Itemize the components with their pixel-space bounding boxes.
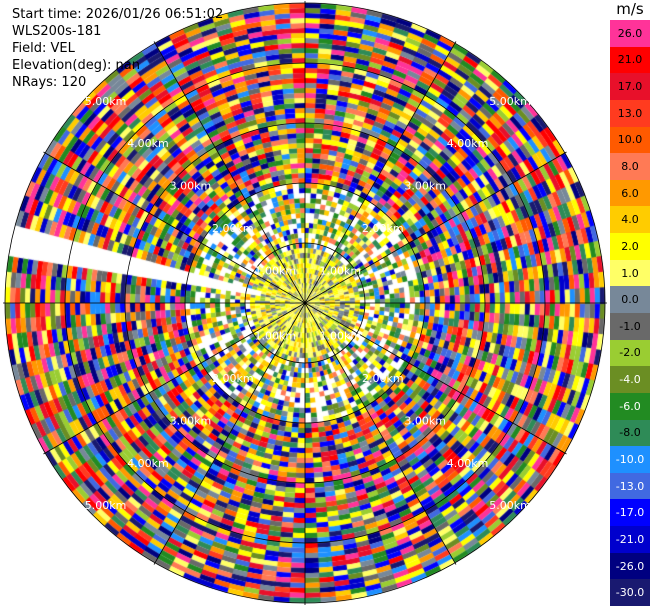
colorbar-step: 4.0 xyxy=(610,206,650,234)
colorbar-step: 2.0 xyxy=(610,233,650,260)
azimuth-line xyxy=(304,302,567,455)
colorbar-tick-label: 1.0 xyxy=(621,266,639,280)
colorbar-step: 21.0 xyxy=(610,46,650,74)
azimuth-line xyxy=(304,302,457,565)
colorbar-step: -4.0 xyxy=(610,366,650,393)
colorbar-tick-label: -1.0 xyxy=(619,319,641,333)
start-time-label: Start time: 2026/01/26 06:51:02 xyxy=(12,7,224,22)
range-ring-label: 4.00km xyxy=(447,137,489,150)
colorbar-step: -21.0 xyxy=(610,526,650,553)
elevation-label: Elevation(deg): nan xyxy=(12,58,140,73)
colorbar-step: -10.0 xyxy=(610,446,650,473)
colorbar-step: -6.0 xyxy=(610,392,650,420)
colorbar-tick-label: -2.0 xyxy=(619,346,641,360)
colorbar-tick-label: -26.0 xyxy=(615,559,645,573)
velocity-colorbar: 26.0 21.0 17.0 13.0 10.0 8.0 6.0 4.0 2.0 1.0 0.0 -1… xyxy=(610,20,650,606)
nrays-label: NRays: 120 xyxy=(12,75,87,90)
colorbar-tick-label: -21.0 xyxy=(615,532,645,546)
colorbar-tick-label: 8.0 xyxy=(621,159,639,173)
colorbar-tick-label: 2.0 xyxy=(621,239,639,253)
colorbar-units: m/s xyxy=(616,0,644,18)
colorbar-tick-label: -10.0 xyxy=(615,452,645,466)
colorbar-step: 10.0 xyxy=(610,126,650,154)
instrument-label: WLS200s-181 xyxy=(12,24,102,39)
range-ring-label: 1.00km xyxy=(320,264,362,277)
colorbar-tick-label: 26.0 xyxy=(617,26,643,40)
colorbar-step: -2.0 xyxy=(610,339,650,367)
range-ring-label: 2.00km xyxy=(362,372,404,385)
azimuth-line xyxy=(153,302,306,565)
azimuth-line xyxy=(304,151,567,304)
range-ring-label: 4.00km xyxy=(447,457,489,470)
azimuth-line xyxy=(304,41,457,304)
range-ring-label: 2.00km xyxy=(212,372,254,385)
azimuth-line xyxy=(43,302,306,455)
range-ring-overlay: 1.00km 1.00km 1.00km 1.00km 2.00km 2.00km 2.00… xyxy=(3,1,607,605)
range-ring-label: 3.00km xyxy=(170,414,212,427)
colorbar-tick-label: -30.0 xyxy=(615,586,645,600)
colorbar-step: -8.0 xyxy=(610,419,650,447)
colorbar-step: 6.0 xyxy=(610,179,650,207)
colorbar-step: 1.0 xyxy=(610,259,650,287)
colorbar-tick-label: 13.0 xyxy=(617,106,643,120)
range-ring-label: 4.00km xyxy=(127,137,169,150)
range-ring-label: 5.00km xyxy=(489,95,531,108)
colorbar-step: -17.0 xyxy=(610,499,650,527)
colorbar-step: -13.0 xyxy=(610,472,650,500)
range-ring-label: 5.00km xyxy=(85,499,127,512)
colorbar-step: 17.0 xyxy=(610,73,650,100)
colorbar-step: -1.0 xyxy=(610,313,650,340)
range-ring-label: 1.00km xyxy=(254,330,296,343)
azimuth-line xyxy=(43,151,306,304)
range-ring-label: 3.00km xyxy=(170,180,212,193)
range-ring-label: 2.00km xyxy=(212,222,254,235)
range-ring-label: 5.00km xyxy=(85,95,127,108)
colorbar-tick-label: 21.0 xyxy=(617,53,643,67)
colorbar-step: 26.0 xyxy=(610,20,650,47)
range-ring-label: 2.00km xyxy=(362,222,404,235)
colorbar-tick-label: 10.0 xyxy=(617,133,643,147)
range-ring-label: 1.00km xyxy=(254,264,296,277)
colorbar-tick-label: -8.0 xyxy=(619,426,641,440)
range-ring-label: 5.00km xyxy=(489,499,531,512)
azimuth-lines xyxy=(3,1,607,605)
colorbar-tick-label: 17.0 xyxy=(617,80,643,94)
colorbar-step: 0.0 xyxy=(610,286,650,313)
colorbar-tick-label: -17.0 xyxy=(615,506,645,520)
colorbar-step: -26.0 xyxy=(610,552,650,580)
range-ring-label: 3.00km xyxy=(404,180,446,193)
azimuth-line xyxy=(153,41,306,304)
colorbar-tick-label: 4.0 xyxy=(621,213,639,227)
range-ring-label: 4.00km xyxy=(127,457,169,470)
colorbar-tick-label: -13.0 xyxy=(615,479,645,493)
colorbar-step: 13.0 xyxy=(610,99,650,127)
range-ring-label: 1.00km xyxy=(320,330,362,343)
colorbar-tick-label: 0.0 xyxy=(621,293,639,307)
colorbar-tick-label: -4.0 xyxy=(619,373,641,387)
colorbar-step: -30.0 xyxy=(610,579,650,606)
colorbar-step: 8.0 xyxy=(610,153,650,180)
field-label: Field: VEL xyxy=(12,41,75,56)
scan-info-panel: Start time: 2026/01/26 06:51:02 WLS200s-… xyxy=(12,6,223,91)
colorbar-tick-label: 6.0 xyxy=(621,186,639,200)
range-ring-labels: 1.00km 1.00km 1.00km 1.00km 2.00km 2.00km 2.00… xyxy=(85,95,531,512)
range-ring-label: 3.00km xyxy=(404,414,446,427)
colorbar-tick-label: -6.0 xyxy=(619,399,641,413)
